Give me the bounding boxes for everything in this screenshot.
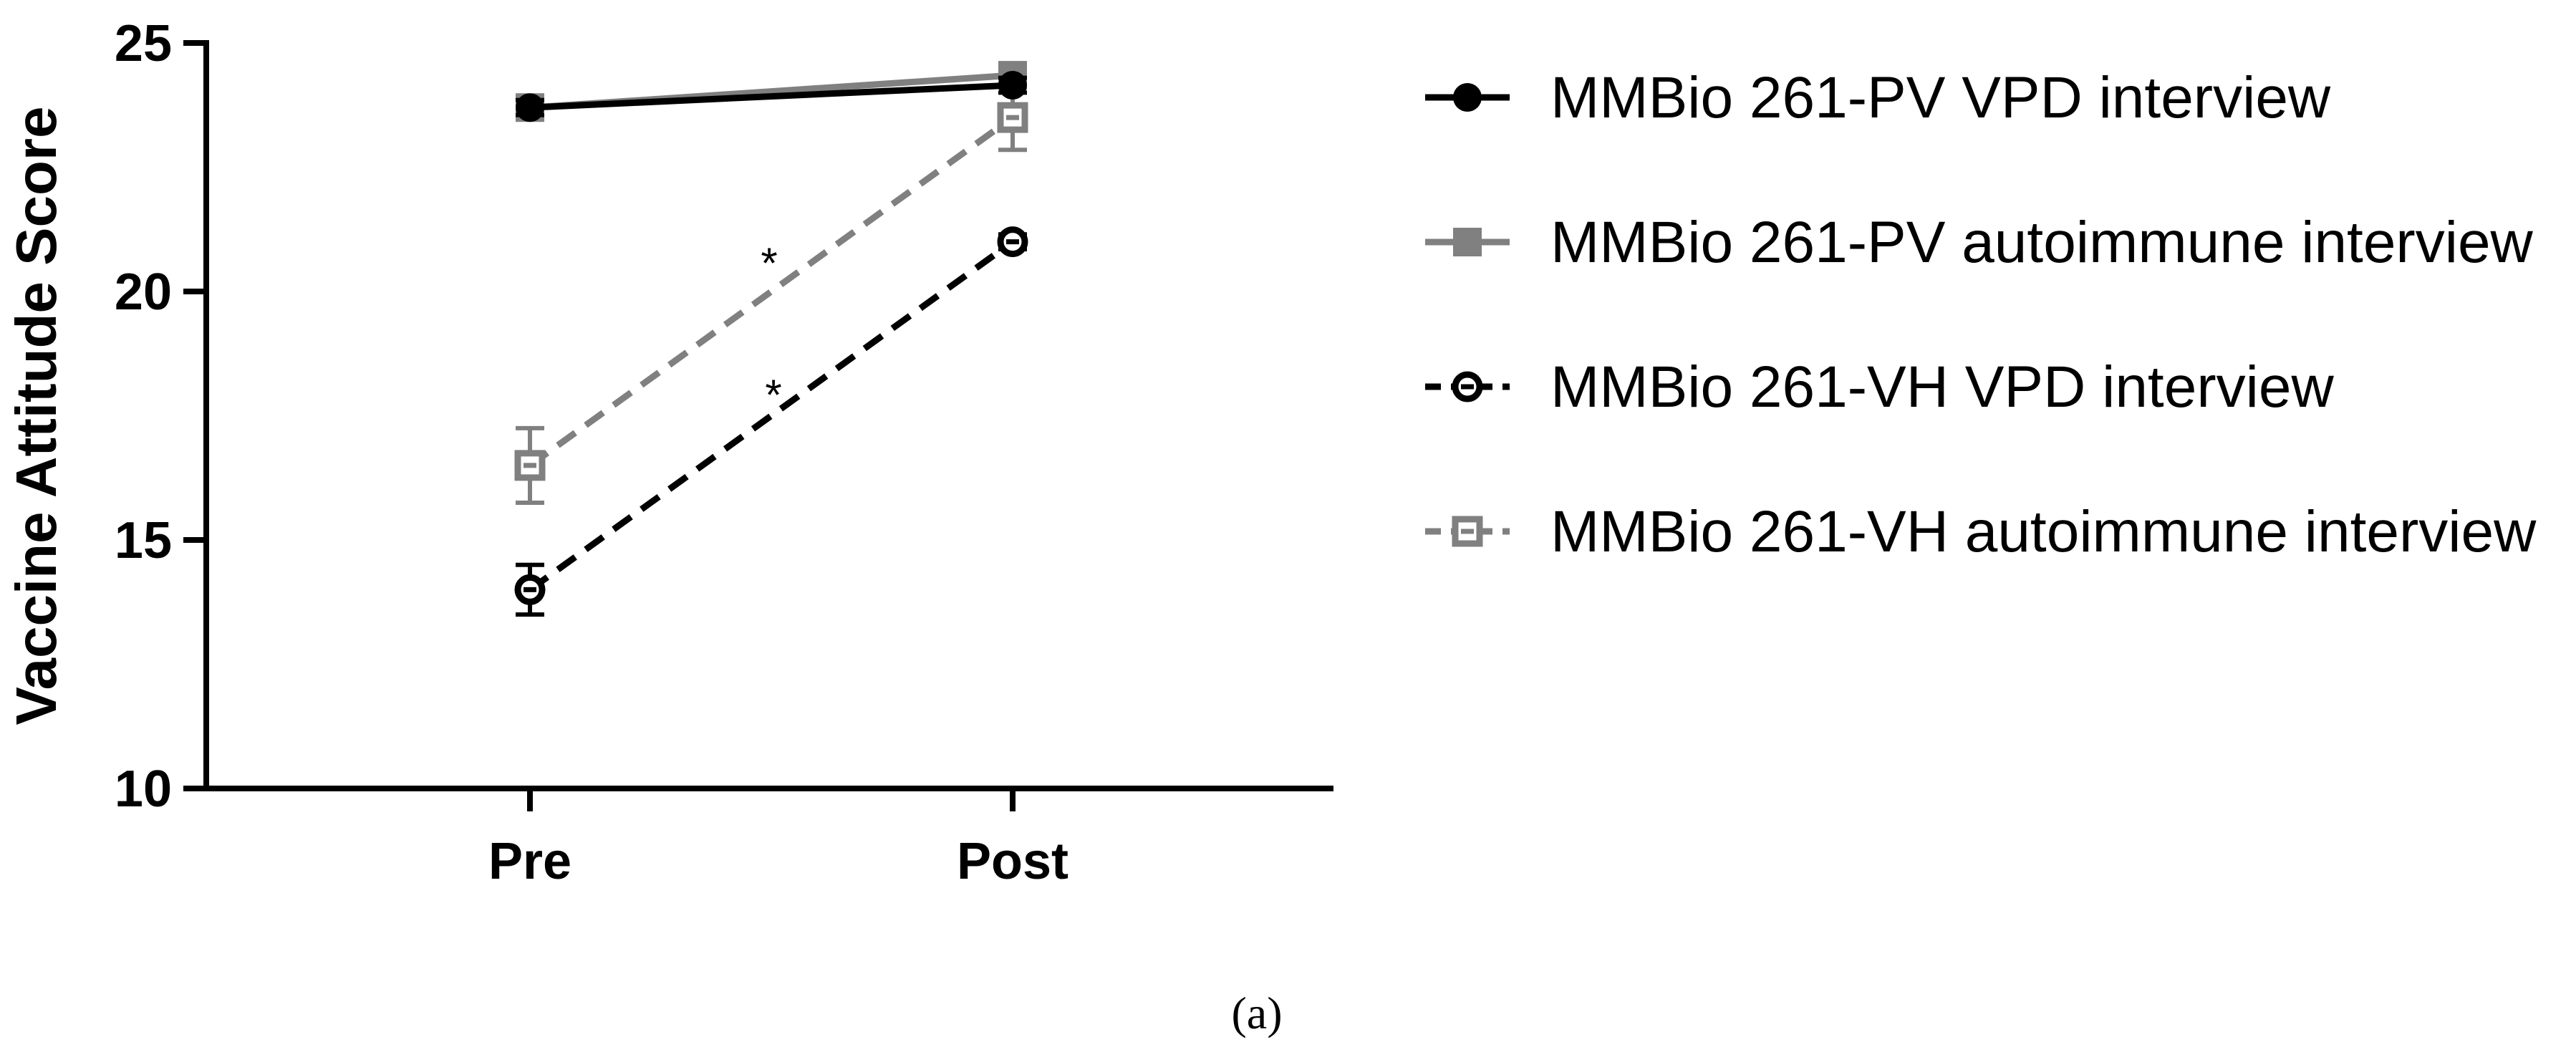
series-line: [528, 238, 1015, 593]
legend-item: MMBio 261-PV autoimmune interview: [1425, 210, 2534, 275]
data-point: [997, 226, 1028, 258]
legend-label: MMBio 261-PV VPD interview: [1550, 65, 2331, 130]
series-1: [516, 70, 1027, 122]
annotation-layer: **: [761, 239, 781, 419]
data-point: [514, 574, 546, 605]
legend-marker: [1453, 83, 1482, 112]
legend-label: MMBio 261-VH VPD interview: [1550, 354, 2334, 420]
series-3: [514, 226, 1028, 617]
x-tick-label: Pre: [488, 833, 571, 890]
x-tick-label: Post: [957, 833, 1068, 890]
legend: MMBio 261-PV VPD interview MMBio 261-PV a…: [1425, 65, 2537, 564]
legend-label: MMBio 261-PV autoimmune interview: [1550, 210, 2534, 275]
figure-caption: (a): [1231, 988, 1282, 1038]
significance-marker: *: [761, 239, 777, 287]
legend-item: MMBio 261-PV VPD interview: [1425, 65, 2331, 130]
legend-label: MMBio 261-VH autoimmune interview: [1550, 499, 2537, 564]
data-point: [997, 102, 1028, 133]
legend-marker: [1452, 371, 1483, 402]
series-line: [528, 115, 1015, 468]
significance-marker: *: [765, 371, 781, 419]
y-tick-label: 15: [115, 512, 172, 569]
series-4: [514, 82, 1028, 505]
y-axis-title: Vaccine Attitude Score: [4, 107, 68, 725]
legend-item: MMBio 261-VH autoimmune interview: [1425, 499, 2537, 564]
data-point: [998, 70, 1027, 100]
y-tick-label: 25: [115, 15, 172, 72]
y-tick-label: 10: [115, 761, 172, 818]
series-line: [529, 82, 1013, 111]
data-point: [514, 450, 546, 481]
series-2: [516, 61, 1027, 122]
y-tick-label: 20: [115, 264, 172, 321]
legend-item: MMBio 261-VH VPD interview: [1425, 354, 2334, 420]
data-point: [516, 93, 544, 122]
series-layer: [514, 61, 1028, 617]
legend-marker: [1453, 228, 1482, 256]
legend-marker: [1452, 516, 1483, 547]
axes: 10 15 20 25 Pre Post: [115, 15, 1333, 890]
